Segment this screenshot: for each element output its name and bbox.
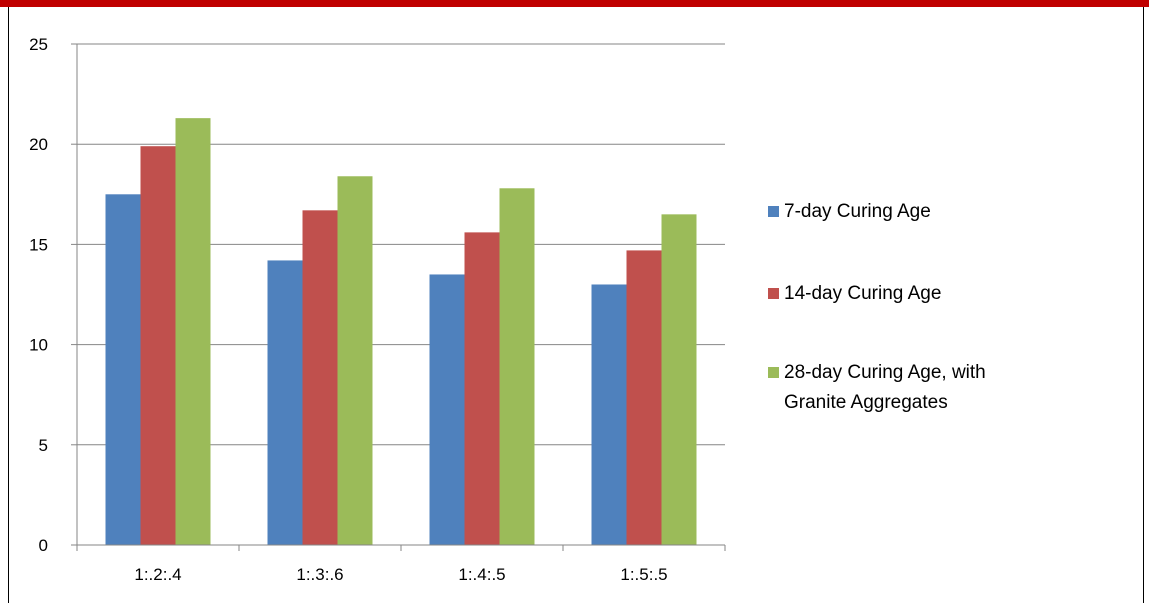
bars [105, 118, 697, 546]
x-axis: 1:.2:.4 1:.3:.6 1:.4:.5 1:.5:.5 [76, 544, 726, 584]
y-axis-ticks: 0 5 10 15 20 25 [29, 35, 78, 555]
y-tick-label-0: 0 [39, 536, 48, 555]
legend-swatch-0 [768, 206, 779, 217]
bar-series-0-cat-2 [429, 274, 465, 545]
legend-swatch-1 [768, 288, 779, 299]
bar-series-2-cat-1 [337, 176, 373, 545]
bar-series-2-cat-2 [499, 188, 535, 545]
x-tick-label-1: 1:.3:.6 [296, 565, 343, 584]
bar-series-1-cat-0 [140, 146, 176, 546]
legend-swatch-2 [768, 367, 779, 378]
bar-series-1-cat-2 [464, 232, 500, 545]
bar-series-1-cat-3 [626, 250, 662, 546]
legend-label-0: 7-day Curing Age [784, 201, 931, 222]
x-tick-label-0: 1:.2:.4 [134, 565, 181, 584]
legend-label-1: 14-day Curing Age [784, 283, 941, 304]
top-accent-bar [0, 0, 1149, 7]
legend: 7-day Curing Age 14-day Curing Age 28-day … [768, 201, 986, 413]
left-frame-border [8, 7, 9, 603]
y-tick-label-3: 15 [29, 235, 48, 254]
y-tick-label-4: 20 [29, 135, 48, 154]
right-frame-border [1143, 7, 1144, 603]
bar-series-2-cat-3 [661, 214, 697, 545]
y-tick-label-1: 5 [39, 436, 48, 455]
y-tick-label-2: 10 [29, 336, 48, 355]
legend-label-2: 28-day Curing Age, with Granite Aggregate… [784, 362, 986, 413]
bar-series-2-cat-0 [175, 118, 211, 545]
y-tick-label-5: 25 [29, 35, 48, 54]
x-tick-label-2: 1:.4:.5 [458, 565, 505, 584]
bar-series-0-cat-3 [591, 284, 627, 545]
bar-series-1-cat-1 [302, 210, 338, 545]
bar-series-0-cat-1 [267, 260, 303, 545]
bar-series-0-cat-0 [105, 194, 141, 546]
x-tick-label-3: 1:.5:.5 [620, 565, 667, 584]
